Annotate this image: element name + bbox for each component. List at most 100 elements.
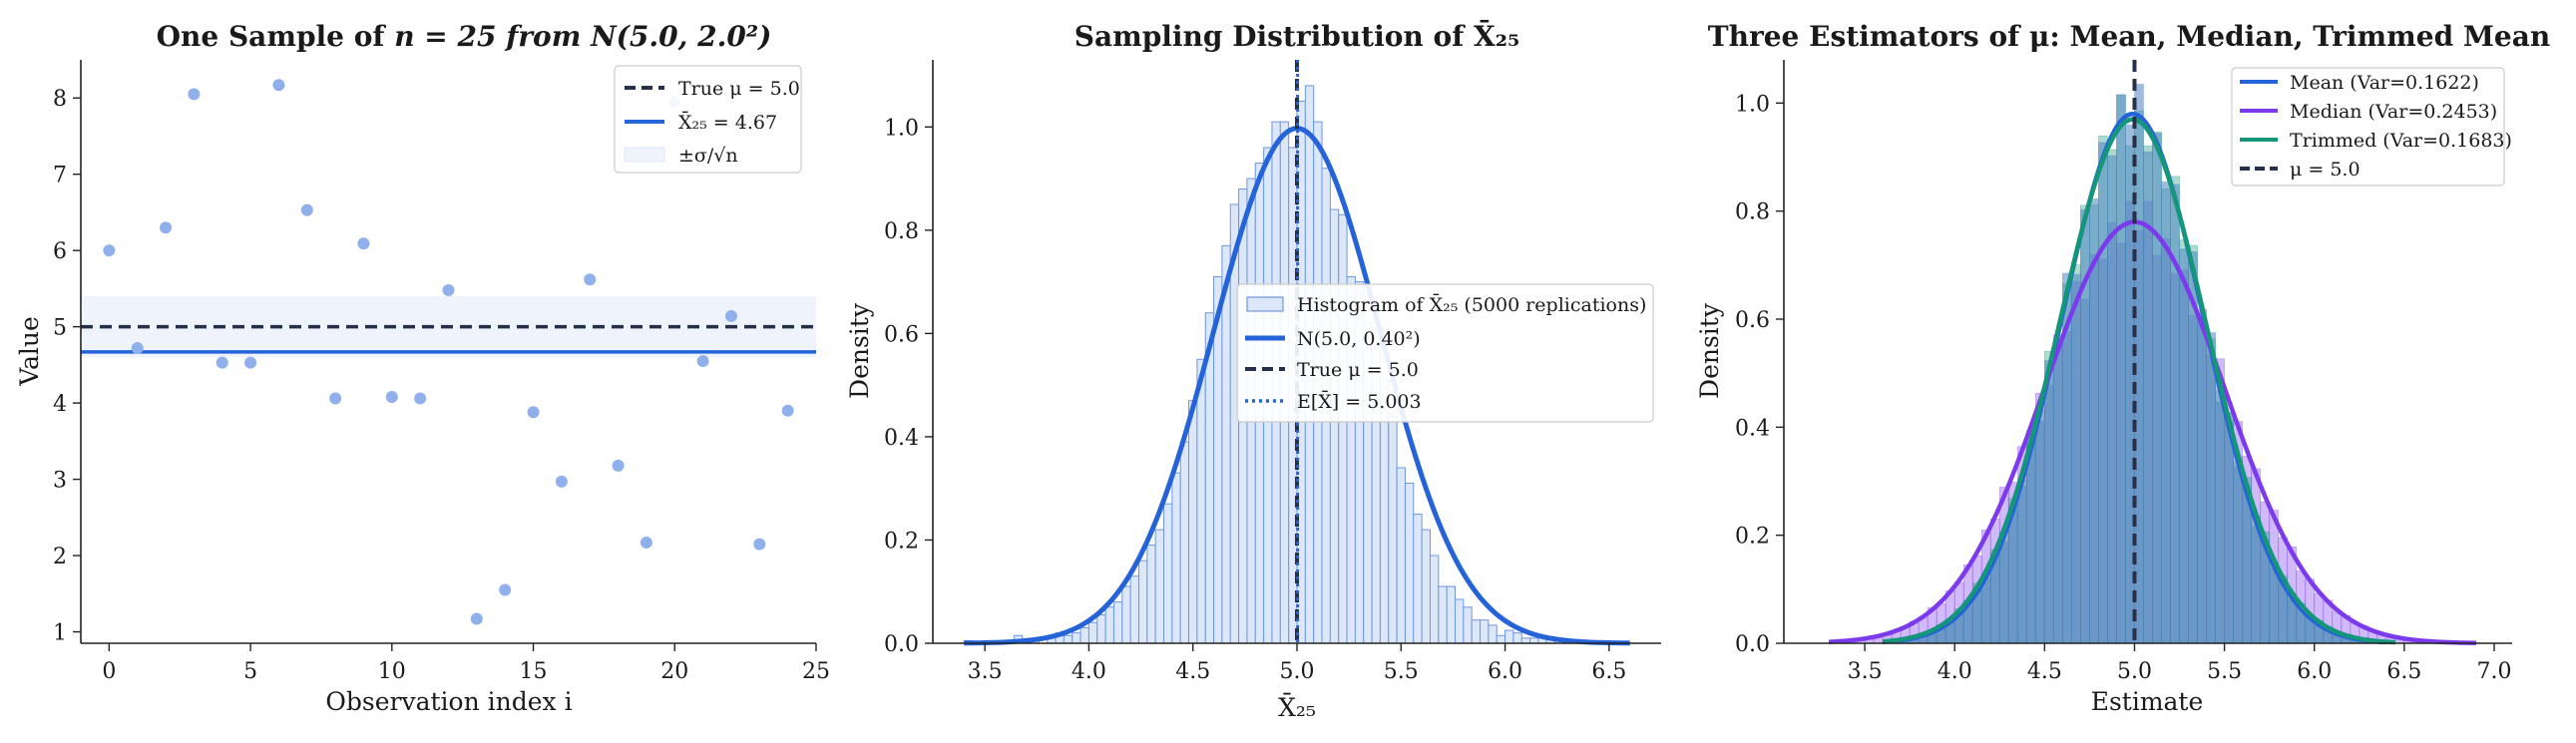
- panel2-hist-bar-58: [1446, 585, 1457, 644]
- panel3-hist-bar-0-13: [1998, 541, 2009, 644]
- p2-xtick-label-6: 6.5: [1591, 659, 1626, 684]
- p2-ytick-label-3: 0.6: [884, 322, 919, 347]
- panel-sampling-distribution: Sampling Distribution of X̄₂₅ 3.5 4.0 4.5 5…: [845, 19, 1661, 722]
- p1-xtick-label-0: 0: [102, 659, 116, 684]
- panel2-hist-bar-28: [1196, 358, 1206, 644]
- p3-xtick-label-7: 7.0: [2476, 659, 2511, 684]
- panel1-title: One Sample of n = 25 from N(5.0, 2.0²): [157, 20, 772, 53]
- panel3-legend-mean-label: Mean (Var=0.1622): [2290, 72, 2479, 94]
- panel2-hist-bar-18: [1112, 601, 1123, 644]
- panel1-point-14: [499, 583, 512, 596]
- panel2-title: Sampling Distribution of X̄₂₅: [1074, 19, 1520, 53]
- panel2-hist-bar-63: [1488, 624, 1498, 644]
- panel3-density-trimmed: [1882, 117, 2395, 645]
- panel2-hist-bar-21: [1137, 559, 1148, 644]
- panel2-hist-bar-20: [1129, 575, 1139, 644]
- panel2-hist-bar-62: [1480, 619, 1490, 644]
- panel1-legend-box: [614, 65, 802, 174]
- panel2-hist-bar-27: [1188, 400, 1198, 644]
- panel2-hist-bar-22: [1146, 545, 1156, 644]
- p2-ytick-label-0: 0.0: [884, 632, 919, 657]
- panel1-point-9: [357, 237, 370, 250]
- panel2-legend-hist-swatch: [1246, 296, 1284, 312]
- panel1-point-3: [188, 88, 201, 101]
- panel3-hist-bar-0-21: [2070, 273, 2081, 644]
- panel1-point-16: [555, 475, 568, 488]
- panel2-hist-bar-19: [1121, 585, 1131, 644]
- panel3-hist-bar-0-37: [2215, 401, 2226, 644]
- p3-ytick-label-3: 0.6: [1735, 308, 1770, 333]
- panel3-hist-bar-0-40: [2242, 488, 2253, 644]
- p2-xtick-label-3: 5.0: [1280, 659, 1315, 684]
- panel3-hist-bar-0-38: [2224, 422, 2235, 644]
- panel2-legend-hist-label: Histogram of X̄₂₅ (5000 replications): [1297, 293, 1646, 316]
- panel2-hist-bar-53: [1404, 483, 1415, 644]
- panel1-point-17: [584, 273, 597, 286]
- panel1-legend-band-swatch: [624, 147, 665, 163]
- panel3-legend-mu-label: μ = 5.0: [2290, 159, 2361, 181]
- panel1-point-0: [103, 244, 116, 257]
- panel1-legend-mean-label: X̄₂₅ = 4.67: [678, 111, 777, 134]
- panel3-x-label: Estimate: [2091, 687, 2204, 716]
- p1-xtick-label-5: 25: [802, 659, 830, 684]
- panel1-point-23: [753, 538, 766, 551]
- panel2-hist-bar-25: [1171, 472, 1181, 644]
- p2-ytick-label-2: 0.4: [884, 426, 919, 451]
- panel3-hist-bar-0-45: [2287, 598, 2298, 644]
- panel1-point-11: [414, 392, 427, 405]
- panel2-hist-bar-60: [1463, 606, 1473, 644]
- panel2-hist-bar-54: [1413, 514, 1423, 644]
- p2-ytick-label-4: 0.8: [884, 219, 919, 244]
- panel1-point-18: [612, 459, 625, 472]
- panel1-point-8: [329, 392, 342, 405]
- panel1-point-7: [300, 203, 313, 216]
- panel1-legend-band-label: ±σ/√n: [678, 145, 738, 167]
- panel3-hist-bar-0-17: [2034, 421, 2045, 644]
- panel2-hist-bar-44: [1329, 208, 1340, 644]
- panel2-legend-normal-label: N(5.0, 0.40²): [1297, 328, 1421, 350]
- panel1-point-24: [781, 404, 794, 417]
- p3-xtick-label-6: 6.5: [2386, 659, 2421, 684]
- panel3-hist-bar-0-41: [2251, 525, 2262, 644]
- panel2-hist-bar-65: [1504, 629, 1514, 644]
- p3-ytick-label-1: 0.2: [1735, 525, 1770, 550]
- panel2-hist-bar-12: [1063, 634, 1073, 644]
- panel2-hist-bar-61: [1471, 619, 1482, 644]
- panel3-hist-bar-0-14: [2007, 507, 2018, 644]
- panel2-legend-mean-label: E[X̄] = 5.003: [1297, 390, 1422, 413]
- panel1-point-22: [724, 309, 737, 322]
- p2-xtick-label-1: 4.0: [1072, 659, 1106, 684]
- panel3-hist-bar-0-15: [2016, 485, 2027, 644]
- panel3-hist-bar-0-19: [2052, 339, 2063, 644]
- p3-xtick-label-1: 4.0: [1937, 659, 1972, 684]
- p1-ytick-label-5: 6: [53, 239, 67, 264]
- p1-xtick-label-4: 20: [660, 659, 688, 684]
- panel3-hist-bar-0-43: [2269, 566, 2280, 644]
- panel2-hist-bar-13: [1072, 632, 1081, 644]
- p3-ytick-label-0: 0.0: [1735, 632, 1770, 657]
- panel3-hist-bar-0-18: [2043, 360, 2054, 644]
- p2-ytick-label-5: 1.0: [884, 116, 919, 141]
- panel1-point-15: [527, 406, 540, 419]
- panel1-x-label: Observation index i: [325, 687, 572, 716]
- p3-ytick-label-4: 0.8: [1735, 200, 1770, 225]
- panel3-density-mean: [1882, 111, 2386, 645]
- panel2-hist-bar-45: [1338, 213, 1348, 644]
- p3-xtick-label-2: 4.5: [2027, 659, 2062, 684]
- panel1-point-13: [470, 612, 483, 625]
- panel2-hist-bar-16: [1096, 614, 1106, 644]
- panel3-hist-bar-0-30: [2152, 133, 2162, 644]
- panel1-point-6: [272, 79, 285, 92]
- panel2-hist-bar-57: [1438, 585, 1448, 644]
- p1-xtick-label-1: 5: [243, 659, 257, 684]
- panel1-y-label: Value: [15, 316, 44, 387]
- panel3-hist-bar-0-33: [2179, 248, 2189, 644]
- panel2-x-label: X̄₂₅: [1278, 693, 1316, 722]
- panel2-hist-bar-26: [1179, 441, 1190, 644]
- panel2-hist-bar-51: [1388, 415, 1398, 644]
- p1-ytick-label-6: 7: [53, 164, 67, 188]
- panel1-point-2: [160, 221, 173, 234]
- panel3-hist-bar-0-39: [2233, 466, 2244, 644]
- panel2-hist-bar-24: [1163, 503, 1173, 644]
